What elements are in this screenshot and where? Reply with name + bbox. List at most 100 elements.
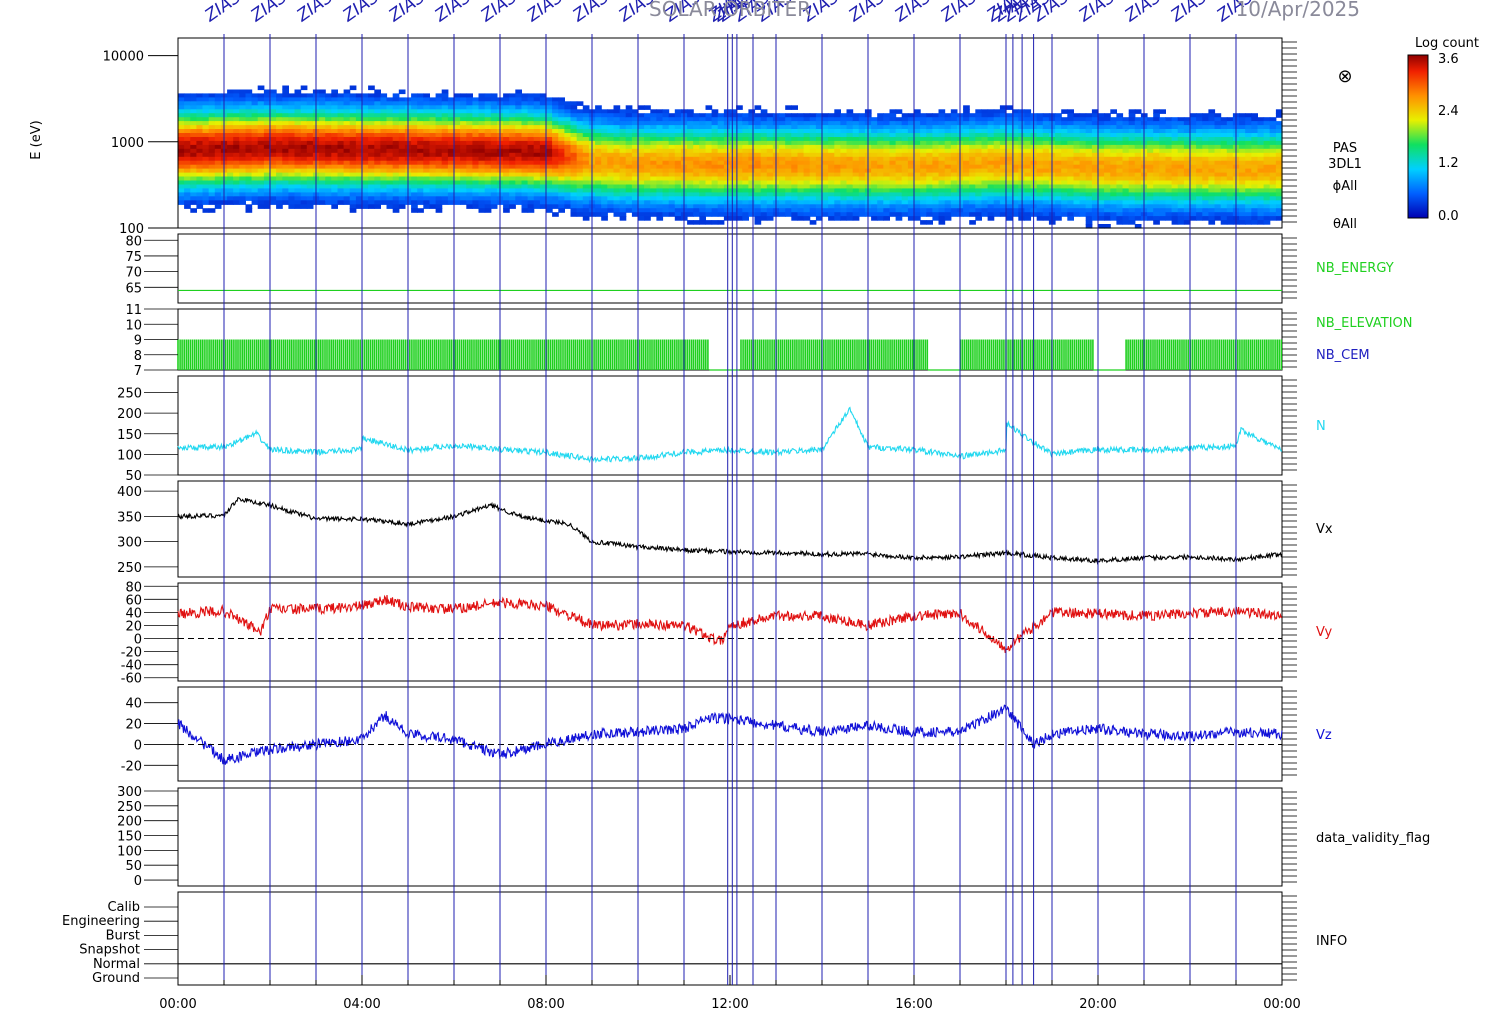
spectrogram-cell [828,144,835,150]
spectrogram-cell [490,200,498,205]
spectrogram-cell [963,129,970,134]
spectrogram-cell [815,172,823,178]
spectrogram-cell [276,156,283,162]
spectrogram-cell [196,160,204,166]
spectrogram-cell [601,113,608,118]
spectrogram-cell [644,140,651,146]
spectrogram-cell [803,164,811,170]
spectrogram-cell [546,133,553,138]
spectrogram-cell [349,125,357,130]
spectrogram-cell [834,137,841,142]
spectrogram-cell [466,137,473,142]
spectrogram-cell [607,137,614,142]
spectrogram-cell [834,172,841,178]
spectrogram-cell [435,93,443,98]
spectrogram-cell [730,144,737,150]
spectrogram-cell [503,176,510,182]
spectrogram-cell [914,192,921,197]
spectrogram-cell [950,184,958,190]
spectrogram-cell [257,168,265,174]
spectrogram-cell [435,200,443,205]
spectrogram-cell [975,144,982,150]
spectrogram-cell [926,204,933,209]
spectrogram-cell [625,156,633,162]
spectrogram-cell [638,204,645,209]
spectrogram-cell [975,109,982,114]
spectrogram-cell [1190,125,1197,130]
spectrogram-cell [263,113,271,118]
spectrogram-cell [527,172,535,178]
spectrogram-cell [760,188,768,193]
spectrogram-cell [392,109,400,114]
spectrogram-cell [901,117,909,122]
spectrogram-cell [1239,140,1246,146]
spectrogram-cell [852,192,860,197]
spectrogram-cell [533,144,541,150]
spectrogram-cell [190,208,197,213]
spectrogram-cell [202,144,210,150]
spectrogram-cell [950,148,958,154]
spectrogram-cell [306,109,314,114]
spectrogram-cell [760,152,768,158]
spectrogram-cell [822,212,829,217]
spectrogram-cell [1239,196,1246,201]
spectrogram-cell [190,148,197,154]
spectrogram-cell [349,168,357,174]
spectrogram-cell [196,196,204,201]
spectrogram-cell [1061,180,1068,186]
spectrogram-cell [576,117,584,122]
spectrogram-cell [417,133,424,138]
spectrogram-cell [1134,172,1142,178]
spectrogram-cell [337,93,345,98]
spectrogram-cell [601,152,608,158]
spectrogram-cell [963,196,970,201]
spectrogram-cell [1177,137,1185,142]
spectrogram-cell [1159,188,1166,193]
spectrogram-cell [1116,172,1124,178]
spectrogram-cell [460,156,467,162]
spectrogram-cell [926,121,933,126]
spectrogram-cell [343,129,351,134]
spectrogram-cell [895,172,903,178]
spectrogram-cell [257,117,265,122]
spectrogram-cell [883,216,890,221]
spectrogram-cell [355,192,363,197]
spectrogram-cell [607,184,614,190]
spectrogram-cell [877,188,884,193]
spectrogram-cell [478,137,486,142]
spectrogram-cell [503,160,510,166]
spectrogram-cell [1196,164,1203,170]
spectrogram-cell [411,180,418,186]
spectrogram-cell [963,140,970,146]
spectrogram-cell [349,152,357,158]
spectrogram-cell [834,133,841,138]
spectrogram-cell [472,188,480,193]
spectrogram-cell [343,113,351,118]
spectrogram-cell [447,109,455,114]
spectrogram-cell [362,168,369,174]
spectrogram-cell [527,148,535,154]
spectrogram-cell [754,176,762,182]
spectrogram-cell [374,164,381,170]
spectrogram-cell [337,176,345,182]
spectrogram-cell [840,216,848,221]
spectrogram-cell [552,212,559,217]
spectrogram-cell [392,176,400,182]
spectrogram-cell [466,140,473,146]
spectrogram-cell [503,168,510,174]
spectrogram-cell [454,148,461,154]
spectrogram-cell [889,176,897,182]
spectrogram-cell [411,97,418,102]
spectrogram-cell [766,125,774,130]
spectrogram-cell [693,156,700,162]
spectrogram-cell [509,152,516,158]
spectrogram-cell [208,97,216,102]
spectrogram-cell [484,133,492,138]
spectrogram-cell [822,176,829,182]
spectrogram-cell [398,188,406,193]
spectrogram-cell [521,129,529,134]
spectrogram-cell [190,164,197,170]
spectrogram-cell [963,109,970,114]
spectrogram-cell [950,109,958,114]
spectrogram-cell [999,192,1007,197]
